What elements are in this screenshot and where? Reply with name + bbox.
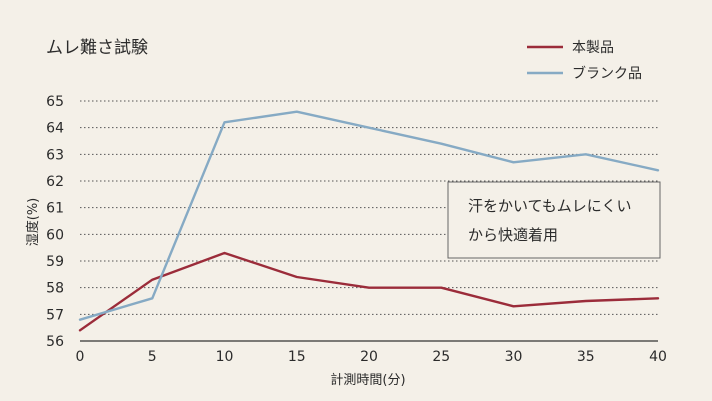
y-tick-label: 65 <box>46 94 64 110</box>
annotation-line-1: 汗をかいてもムレにくい <box>468 197 632 215</box>
x-tick-label: 10 <box>216 349 234 365</box>
series-line-1 <box>78 110 660 321</box>
x-axis-ticks: 0 5 10 15 20 25 30 35 40 <box>76 349 667 365</box>
legend-label-blank: ブランク品 <box>572 65 642 82</box>
x-tick-label: 15 <box>288 349 306 365</box>
y-tick-label: 59 <box>46 254 64 270</box>
x-tick-label: 25 <box>432 349 450 365</box>
x-tick-label: 20 <box>360 349 378 365</box>
chart-title: ムレ難さ試験 <box>46 38 148 58</box>
y-tick-label: 64 <box>46 121 64 137</box>
series-line-0 <box>78 251 660 332</box>
y-tick-label: 58 <box>46 281 64 297</box>
x-tick-label: 35 <box>577 349 595 365</box>
x-tick-label: 30 <box>505 349 523 365</box>
legend-label-product: 本製品 <box>572 40 614 56</box>
legend: 本製品 ブランク品 <box>527 40 642 82</box>
y-tick-label: 62 <box>46 174 64 190</box>
y-tick-label: 60 <box>46 227 64 243</box>
y-axis-label: 湿度(%) <box>25 198 41 247</box>
x-axis-label: 計測時間(分) <box>330 372 405 388</box>
y-tick-label: 56 <box>46 334 64 350</box>
y-axis-ticks: 56 57 58 59 60 61 62 63 64 65 <box>46 94 64 350</box>
y-tick-label: 57 <box>46 307 64 323</box>
x-tick-label: 5 <box>148 349 157 365</box>
series-lines <box>78 110 660 332</box>
annotation-frame <box>447 181 661 259</box>
annotation-line-2: から快適着用 <box>468 226 558 244</box>
y-tick-label: 63 <box>46 147 64 163</box>
annotation-box: 汗をかいてもムレにくい から快適着用 <box>447 181 661 259</box>
x-tick-label: 0 <box>76 349 85 365</box>
y-tick-label: 61 <box>46 201 64 217</box>
x-tick-label: 40 <box>649 349 667 365</box>
